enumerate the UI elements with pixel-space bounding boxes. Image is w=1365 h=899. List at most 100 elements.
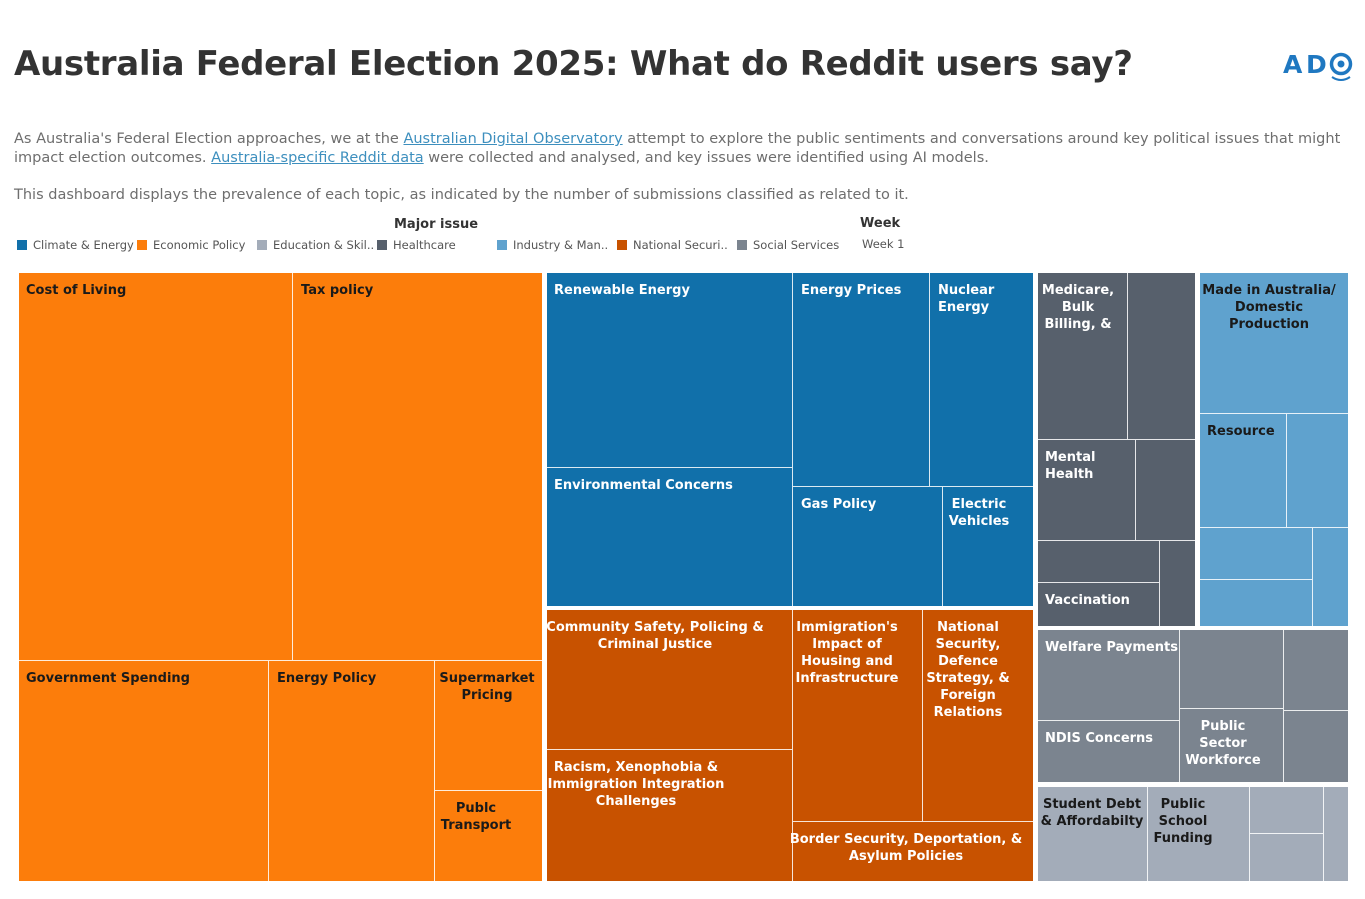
treemap-tile[interactable]	[1128, 273, 1195, 440]
treemap-label: Welfare Payments	[1045, 640, 1178, 655]
treemap-label: Public School Funding	[1153, 797, 1213, 846]
treemap-label: Energy Policy	[277, 671, 377, 686]
treemap-tile-vaccination[interactable]: Vaccination	[1038, 583, 1160, 626]
legend-swatch	[617, 240, 627, 250]
treemap-tile-border-security-deportation-asylum-policies[interactable]: Border Security, Deportation, & Asylum Po…	[789, 822, 1033, 881]
treemap-tile-gas-policy[interactable]: Gas Policy	[793, 487, 943, 606]
intro-paragraph-2: This dashboard displays the prevalence o…	[14, 187, 909, 203]
treemap-tile[interactable]	[1284, 630, 1348, 711]
treemap-tile[interactable]	[1200, 580, 1313, 626]
treemap-label: Cost of Living	[26, 283, 127, 298]
treemap-tile[interactable]	[1250, 787, 1324, 834]
treemap-tile-tax-policy[interactable]: Tax policy	[293, 273, 542, 661]
treemap-tile-supermarket-pricing[interactable]: Supermarket Pricing	[435, 661, 542, 791]
treemap-label: Made in Australia/Domestic Production	[1202, 283, 1336, 332]
legend-item[interactable]: Education & Skil..	[257, 238, 374, 252]
legend-item[interactable]: Economic Policy	[137, 238, 245, 252]
treemap-label: Renewable Energy	[554, 283, 690, 298]
legend-item[interactable]: Social Services	[737, 238, 839, 252]
treemap-tile-nuclear-energy[interactable]: Nuclear Energy	[930, 273, 1033, 487]
legend-item[interactable]: Healthcare	[377, 238, 456, 252]
treemap-label: Public Sector Workforce	[1185, 719, 1261, 768]
treemap-tile-public-sector-workforce[interactable]: Public Sector Workforce	[1180, 709, 1284, 782]
treemap-tile[interactable]	[1250, 834, 1324, 881]
treemap-tile[interactable]	[1136, 440, 1195, 541]
treemap-tile[interactable]	[1038, 541, 1160, 583]
treemap-tile-made-in-australia-domestic-production[interactable]: Made in Australia/Domestic Production	[1200, 273, 1348, 414]
treemap-label: Immigration's Impact of Housing and Infrast…	[795, 620, 899, 686]
legend-label: Climate & Energy	[33, 238, 134, 252]
legend-item[interactable]: Climate & Energy	[17, 238, 134, 252]
treemap-label: Supermarket Pricing	[439, 671, 535, 703]
week-filter-title: Week	[860, 216, 901, 231]
treemap-tile[interactable]	[1160, 541, 1195, 626]
week-filter-value[interactable]: Week 1	[862, 237, 905, 251]
treemap-tile-student-debt-affordabilty[interactable]: Student Debt & Affordabilty	[1038, 787, 1148, 881]
treemap-tile-mental-health[interactable]: Mental Health	[1038, 440, 1136, 541]
treemap-tile-racism-xenophobia-immigration-integration-challenges[interactable]: Racism, Xenophobia & Immigration Integrat…	[547, 750, 793, 881]
dashboard-title: Australia Federal Election 2025: What do…	[14, 44, 1133, 84]
legend-label: Social Services	[753, 238, 840, 252]
treemap-label: Nuclear Energy	[938, 283, 995, 315]
treemap-label: Mental Health	[1045, 450, 1096, 482]
treemap-tile[interactable]	[1180, 630, 1284, 709]
treemap-tile-publc-transport[interactable]: Publc Transport	[435, 791, 542, 881]
treemap-tile-government-spending[interactable]: Government Spending	[19, 661, 269, 881]
treemap-tile-energy-prices[interactable]: Energy Prices	[793, 273, 930, 487]
treemap-label: Resource	[1207, 424, 1275, 439]
intro-text-3: were collected and analysed, and key iss…	[423, 150, 989, 166]
treemap-tile-ndis-concerns[interactable]: NDIS Concerns	[1038, 721, 1180, 782]
reddit-data-link[interactable]: Australia-specific Reddit data	[211, 150, 424, 166]
svg-text:A: A	[1283, 50, 1303, 79]
treemap-label: Electric Vehicles	[948, 497, 1010, 529]
ado-link[interactable]: Australian Digital Observatory	[403, 131, 623, 147]
treemap-tile[interactable]	[1284, 711, 1348, 782]
treemap-tile-national-security-defence-strategy-foreign-relations[interactable]: National Security, Defence Strategy, & Forei…	[923, 610, 1033, 822]
intro-text: As Australia's Federal Election approach…	[14, 130, 1349, 205]
treemap-label: Medicare, Bulk Billing, &	[1041, 283, 1115, 332]
treemap-tile[interactable]	[1313, 528, 1348, 626]
treemap-tile-resource[interactable]: Resource	[1200, 414, 1287, 528]
intro-text-2: attempt to explore the public sentiments…	[14, 131, 1341, 166]
treemap-label: Border Security, Deportation, & Asylum Po…	[789, 832, 1023, 864]
treemap-tile-environmental-concerns[interactable]: Environmental Concerns	[547, 468, 793, 606]
treemap-tile-medicare-bulk-billing[interactable]: Medicare, Bulk Billing, &	[1038, 273, 1128, 440]
legend-label: Healthcare	[393, 238, 456, 252]
treemap-tile[interactable]	[1200, 528, 1313, 580]
treemap-tile-welfare-payments[interactable]: Welfare Payments	[1038, 630, 1180, 721]
ado-logo-icon: A D	[1283, 50, 1353, 81]
legend-swatch	[497, 240, 507, 250]
legend-swatch	[257, 240, 267, 250]
treemap-label: Community Safety, Policing & Criminal Jus…	[546, 620, 764, 652]
treemap-label: NDIS Concerns	[1045, 731, 1154, 746]
treemap-tile-public-school-funding[interactable]: Public School Funding	[1148, 787, 1250, 881]
svg-text:D: D	[1306, 50, 1327, 79]
treemap-tile-cost-of-living[interactable]: Cost of Living	[19, 273, 293, 661]
treemap-label: Racism, Xenophobia & Immigration Integrat…	[547, 760, 725, 809]
treemap-tile[interactable]	[1324, 787, 1348, 881]
legend-label: National Securi..	[633, 238, 728, 252]
treemap-tile-electric-vehicles[interactable]: Electric Vehicles	[943, 487, 1033, 606]
treemap-tile-community-safety-policing-criminal-justice[interactable]: Community Safety, Policing & Criminal Jus…	[546, 610, 793, 750]
legend-item[interactable]: Industry & Man..	[497, 238, 608, 252]
treemap-tile[interactable]	[1287, 414, 1348, 528]
treemap-label: Energy Prices	[801, 283, 902, 298]
treemap-label: Tax policy	[301, 283, 374, 298]
treemap-label: Student Debt & Affordabilty	[1040, 797, 1144, 829]
treemap-tile-renewable-energy[interactable]: Renewable Energy	[547, 273, 793, 468]
treemap-label: Publc Transport	[440, 801, 512, 833]
treemap-label: Government Spending	[26, 671, 190, 686]
legend-title: Major issue	[394, 217, 479, 232]
treemap-label: Environmental Concerns	[554, 478, 733, 493]
legend-item[interactable]: National Securi..	[617, 238, 728, 252]
treemap-tile-immigration-s-impact-of-housing-and-infrastructure[interactable]: Immigration's Impact of Housing and Infrast…	[793, 610, 923, 822]
treemap-tile-energy-policy[interactable]: Energy Policy	[269, 661, 435, 881]
treemap-label: Vaccination	[1045, 593, 1130, 608]
legend-swatch	[737, 240, 747, 250]
legend-swatch	[17, 240, 27, 250]
legend-label: Economic Policy	[153, 238, 246, 252]
intro-paragraph: As Australia's Federal Election approach…	[14, 130, 1349, 168]
intro-text-1: As Australia's Federal Election approach…	[14, 131, 404, 147]
legend-label: Industry & Man..	[513, 238, 609, 252]
